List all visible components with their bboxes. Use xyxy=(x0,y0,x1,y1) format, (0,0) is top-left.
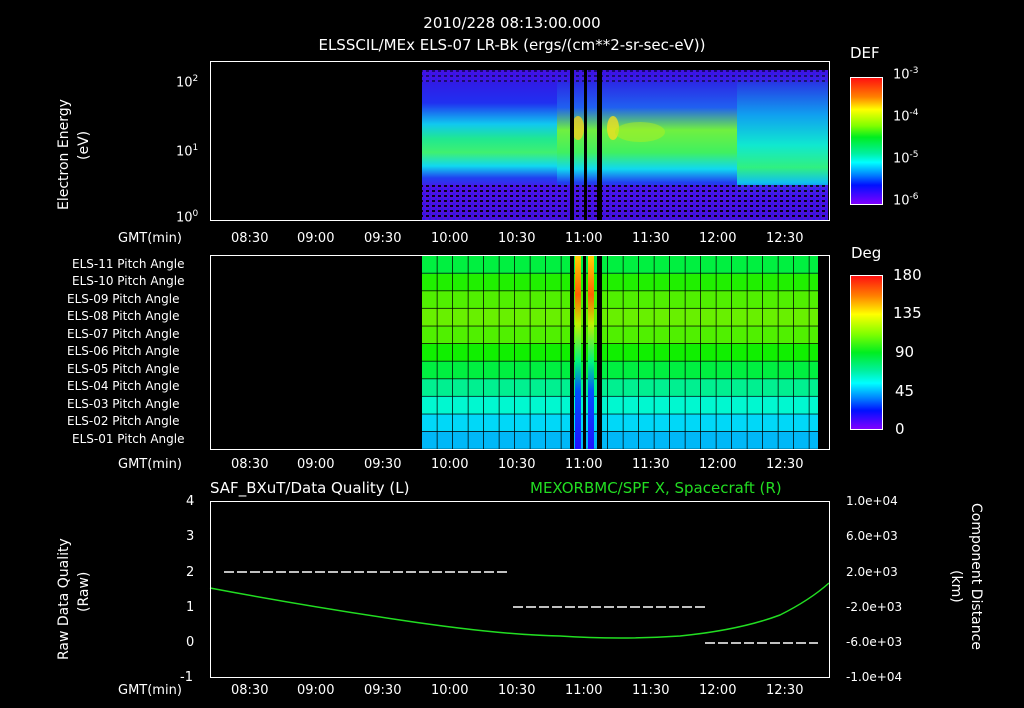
deg-tick-45: 45 xyxy=(895,382,915,400)
quality-ytick: -1 xyxy=(180,670,193,685)
energy-plot-frame xyxy=(210,61,830,221)
pitch-row-label: ELS-10 Pitch Angle xyxy=(72,274,185,288)
left-series-title: SAF_BXuT/Data Quality (L) xyxy=(210,479,410,497)
deg-tick-90: 90 xyxy=(895,343,915,361)
quality-ytick: 3 xyxy=(186,529,195,544)
distance-ytick: -1.0e+04 xyxy=(846,670,903,684)
pitch-row-label: ELS-04 Pitch Angle xyxy=(67,379,180,393)
distance-yunits: (km) xyxy=(948,570,964,603)
pitch-row-label: ELS-07 Pitch Angle xyxy=(67,327,180,341)
def-colorbar-title: DEF xyxy=(850,44,880,62)
pitch-row-label: ELS-02 Pitch Angle xyxy=(67,414,180,428)
time-tick: 09:30 xyxy=(364,457,402,472)
time-tick: 10:30 xyxy=(498,683,536,698)
plot-timestamp: 2010/228 08:13:00.000 xyxy=(423,14,601,32)
quality-ytick: 2 xyxy=(186,565,195,580)
time-tick: 12:00 xyxy=(699,231,737,246)
time-tick: 12:00 xyxy=(699,457,737,472)
deg-tick-180: 180 xyxy=(893,266,922,284)
pitch-row-label: ELS-03 Pitch Angle xyxy=(67,397,180,411)
time-tick: 10:30 xyxy=(498,231,536,246)
quality-plot-frame xyxy=(210,501,830,678)
time-tick: 09:00 xyxy=(297,231,335,246)
pitch-plot-frame xyxy=(210,255,830,450)
pitch-row-label: ELS-09 Pitch Angle xyxy=(67,292,180,306)
time-tick: 11:00 xyxy=(565,457,603,472)
energy-ytick-100: 102 xyxy=(176,74,199,91)
time-tick: 09:00 xyxy=(297,683,335,698)
time-tick: 12:00 xyxy=(699,683,737,698)
energy-ytick-1: 100 xyxy=(176,209,199,226)
plot-subtitle: ELSSCIL/MEx ELS-07 LR-Bk (ergs/(cm**2-sr… xyxy=(318,36,706,54)
time-tick: 09:30 xyxy=(364,683,402,698)
time-tick: 12:30 xyxy=(766,231,804,246)
def-colorbar xyxy=(850,77,883,205)
def-tick-1e-3: 10-3 xyxy=(893,66,919,83)
distance-ylabel: Component Distance xyxy=(968,503,984,650)
time-axis-label: GMT(min) xyxy=(118,231,182,246)
distance-ytick: 2.0e+03 xyxy=(846,565,898,579)
deg-colorbar xyxy=(850,275,883,430)
quality-ytick: 1 xyxy=(186,600,195,615)
quality-ytick: 0 xyxy=(186,635,195,650)
energy-ytick-10: 101 xyxy=(176,143,199,160)
time-tick: 11:30 xyxy=(632,683,670,698)
def-tick-1e-4: 10-4 xyxy=(893,108,919,125)
time-tick: 10:00 xyxy=(431,457,469,472)
time-tick: 12:30 xyxy=(766,457,804,472)
quality-ytick: 4 xyxy=(186,494,195,509)
time-tick: 10:30 xyxy=(498,457,536,472)
deg-tick-135: 135 xyxy=(893,304,922,322)
deg-tick-0: 0 xyxy=(895,420,905,438)
time-tick: 10:00 xyxy=(431,231,469,246)
time-tick: 08:30 xyxy=(231,683,269,698)
time-tick: 09:30 xyxy=(364,231,402,246)
pitch-row-label: ELS-08 Pitch Angle xyxy=(67,309,180,323)
time-tick: 11:00 xyxy=(565,683,603,698)
time-tick: 09:00 xyxy=(297,457,335,472)
time-tick: 11:00 xyxy=(565,231,603,246)
time-tick: 12:30 xyxy=(766,683,804,698)
pitch-row-label: ELS-05 Pitch Angle xyxy=(67,362,180,376)
distance-ytick: 6.0e+03 xyxy=(846,529,898,543)
pitch-row-label: ELS-06 Pitch Angle xyxy=(67,344,180,358)
right-series-title: MEXORBMC/SPF X, Spacecraft (R) xyxy=(530,479,782,497)
distance-ytick: 1.0e+04 xyxy=(846,494,898,508)
pitch-row-label: ELS-11 Pitch Angle xyxy=(72,257,185,271)
time-tick: 08:30 xyxy=(231,231,269,246)
time-tick: 10:00 xyxy=(431,683,469,698)
time-tick: 11:30 xyxy=(632,457,670,472)
time-axis-label: GMT(min) xyxy=(118,683,182,698)
distance-ytick: -6.0e+03 xyxy=(846,635,903,649)
def-tick-1e-5: 10-5 xyxy=(893,150,919,167)
def-tick-1e-6: 10-6 xyxy=(893,192,919,209)
time-tick: 08:30 xyxy=(231,457,269,472)
time-tick: 11:30 xyxy=(632,231,670,246)
time-axis-label: GMT(min) xyxy=(118,457,182,472)
pitch-row-label: ELS-01 Pitch Angle xyxy=(72,432,185,446)
deg-colorbar-title: Deg xyxy=(851,244,882,262)
distance-ytick: -2.0e+03 xyxy=(846,600,903,614)
